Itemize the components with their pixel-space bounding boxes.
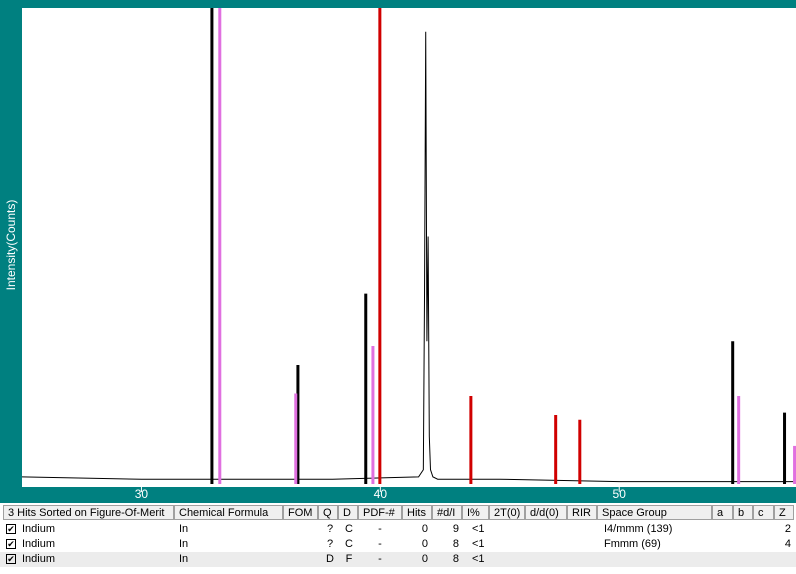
table-cell: 2 xyxy=(784,523,791,535)
y-axis-label: Intensity(Counts) xyxy=(4,200,18,291)
table-cell: 8 xyxy=(452,553,459,565)
column-header: Q xyxy=(318,505,338,520)
table-row: ✔ Indium In? C - 0 9 <1 I4/mmm (139) 2 xyxy=(0,522,796,537)
column-header: D xyxy=(338,505,358,520)
table-cell: - xyxy=(378,538,382,550)
table-cell: <1 xyxy=(472,538,485,550)
table-cell: Indium xyxy=(22,553,56,565)
x-tick-label: 50 xyxy=(613,487,627,501)
checkbox[interactable]: ✔ xyxy=(6,524,16,534)
table-cell: F xyxy=(345,553,353,565)
table-cell: In xyxy=(179,553,189,565)
table-cell: Indium xyxy=(22,538,56,550)
table-cell: 8 xyxy=(452,538,459,550)
column-header: Z xyxy=(774,505,794,520)
table-cell: - xyxy=(378,553,382,565)
plot-area xyxy=(22,8,796,487)
table-cell: - xyxy=(378,523,382,535)
column-header: Space Group xyxy=(597,505,712,520)
table-cell: 0 xyxy=(421,553,428,565)
pattern-line xyxy=(21,31,796,483)
table-cell: In xyxy=(179,523,189,535)
table-row: ✔ Indium In D F - 0 8 <1 xyxy=(0,552,796,567)
x-tick-label: 40 xyxy=(374,487,388,501)
checkbox[interactable]: ✔ xyxy=(6,539,16,549)
column-header: b xyxy=(733,505,753,520)
column-header: Chemical Formula xyxy=(174,505,283,520)
table-cell: ? xyxy=(326,538,334,550)
table-cell: Fmmm (69) xyxy=(604,538,661,550)
column-header: c xyxy=(753,505,774,520)
table-cell: 4 xyxy=(784,538,791,550)
table-cell: <1 xyxy=(472,523,485,535)
table-cell: In xyxy=(179,538,189,550)
table-cell: 9 xyxy=(452,523,459,535)
column-header: RIR xyxy=(567,505,597,520)
table-cell: D xyxy=(326,553,334,565)
chart: Intensity(Counts) 30 40 50 xyxy=(0,0,796,503)
column-header: d/d(0) xyxy=(525,505,567,520)
column-header: 3 Hits Sorted on Figure-Of-Merit xyxy=(3,505,174,520)
table-row: ✔ Indium In? C - 0 8 <1 Fmmm (69) 4 xyxy=(0,537,796,552)
checkbox[interactable]: ✔ xyxy=(6,554,16,564)
column-header: a xyxy=(712,505,733,520)
column-header: PDF-# xyxy=(358,505,402,520)
table-cell: C xyxy=(345,538,353,550)
x-tick-label: 30 xyxy=(135,487,149,501)
table-cell: Indium xyxy=(22,523,56,535)
column-header: I% xyxy=(462,505,489,520)
results-table: 3 Hits Sorted on Figure-Of-Merit Chemical… xyxy=(0,503,796,574)
table-cell: 0 xyxy=(421,538,428,550)
column-header: #d/I xyxy=(432,505,462,520)
table-cell: ? xyxy=(326,523,334,535)
table-cell: <1 xyxy=(472,553,485,565)
table-cell: I4/mmm (139) xyxy=(604,523,673,535)
column-header: FOM xyxy=(283,505,318,520)
table-cell: C xyxy=(345,523,353,535)
column-header: Hits xyxy=(402,505,432,520)
column-header: 2T(0) xyxy=(489,505,525,520)
table-cell: 0 xyxy=(421,523,428,535)
